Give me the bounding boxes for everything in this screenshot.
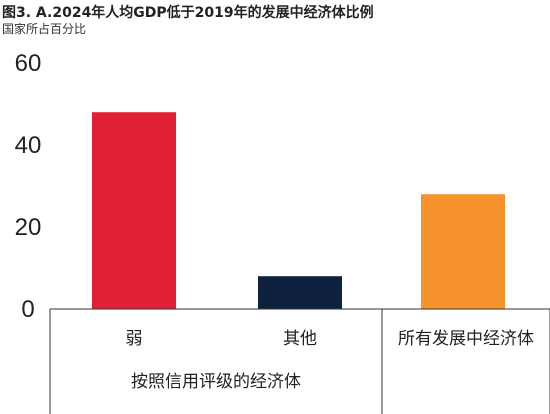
y-tick-label: 20 (15, 214, 42, 241)
y-tick-label: 60 (15, 50, 42, 77)
y-axis-ticks: 0 20 40 60 (15, 50, 42, 323)
bars (92, 112, 505, 309)
category-labels: 弱 其他 所有发展中经济体 (126, 329, 535, 349)
bar (421, 194, 505, 309)
y-tick-label: 0 (21, 296, 34, 323)
category-label: 其他 (283, 329, 317, 349)
chart-title: 图3. A.2024年人均GDP低于2019年的发展中经济体比例 (2, 5, 374, 21)
chart-subtitle: 国家所占百分比 (2, 22, 87, 36)
y-tick-label: 40 (15, 132, 42, 159)
category-label: 所有发展中经济体 (398, 329, 534, 349)
category-label: 弱 (126, 329, 143, 349)
bar (258, 276, 342, 309)
bar (92, 112, 176, 309)
category-group-label: 按照信用评级的经济体 (131, 372, 301, 392)
